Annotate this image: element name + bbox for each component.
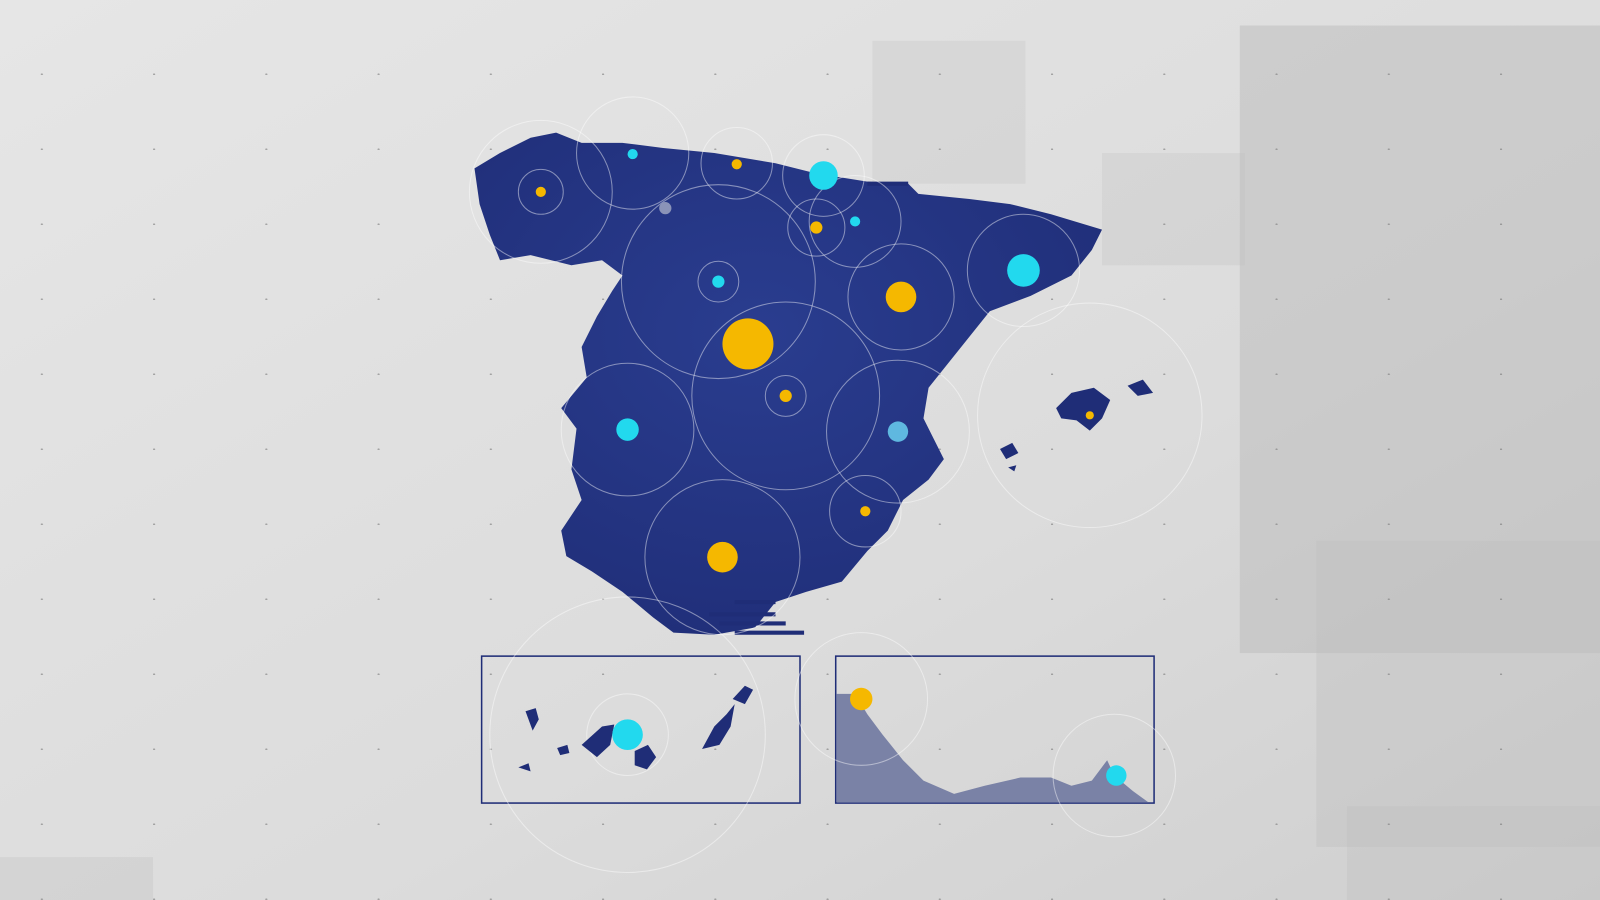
balearic-islands — [1000, 379, 1154, 472]
ceuta-melilla-inset — [794, 632, 1177, 838]
range-rings — [468, 96, 1203, 636]
coast-lines — [709, 181, 909, 635]
markers — [535, 148, 1094, 573]
mainland — [474, 132, 1103, 635]
canary-inset — [480, 596, 801, 873]
